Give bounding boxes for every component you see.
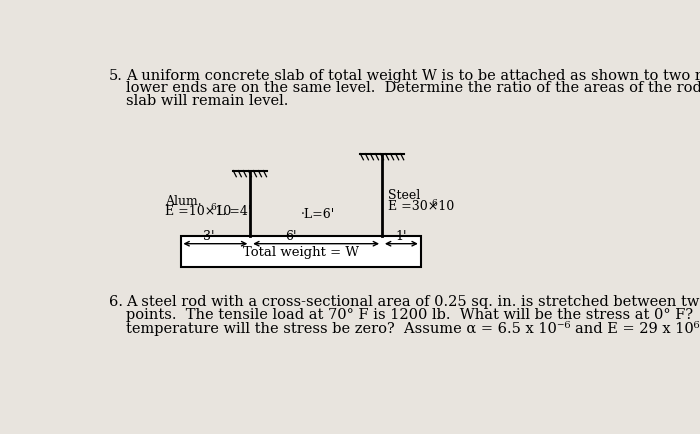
Text: A uniform concrete slab of total weight W is to be attached as shown to two rods: A uniform concrete slab of total weight … [126,69,700,83]
Text: 6: 6 [432,198,438,207]
Text: 5.: 5. [109,69,123,83]
Text: 1': 1' [395,230,407,243]
Text: L =4': L =4' [213,204,251,217]
Text: points.  The tensile load at 70° F is 1200 lb.  What will be the stress at 0° F?: points. The tensile load at 70° F is 120… [126,307,700,321]
Text: Alum.: Alum. [165,194,202,207]
Text: 6: 6 [210,203,216,212]
Text: A steel rod with a cross-sectional area of 0.25 sq. in. is stretched between two: A steel rod with a cross-sectional area … [126,294,700,308]
Text: slab will remain level.: slab will remain level. [126,94,288,108]
Text: 6.: 6. [109,294,123,308]
Text: temperature will the stress be zero?  Assume α = 6.5 x 10⁻⁶ and E = 29 x 10⁶ psi: temperature will the stress be zero? Ass… [126,320,700,335]
Bar [181,237,421,267]
Text: E =10×10: E =10×10 [165,204,231,217]
Text: lower ends are on the same level.  Determine the ratio of the areas of the rods : lower ends are on the same level. Determ… [126,81,700,95]
Text: E =30×10: E =30×10 [389,200,454,213]
Text: 3'—: 3'— [204,230,228,243]
Text: 6'————: 6'———— [286,230,347,243]
Text: Steel: Steel [389,189,421,202]
Text: Total weight = W: Total weight = W [243,245,358,258]
Text: ·L=6': ·L=6' [300,207,335,220]
